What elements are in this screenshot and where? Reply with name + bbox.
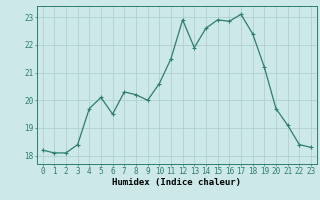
X-axis label: Humidex (Indice chaleur): Humidex (Indice chaleur) [112,178,241,187]
